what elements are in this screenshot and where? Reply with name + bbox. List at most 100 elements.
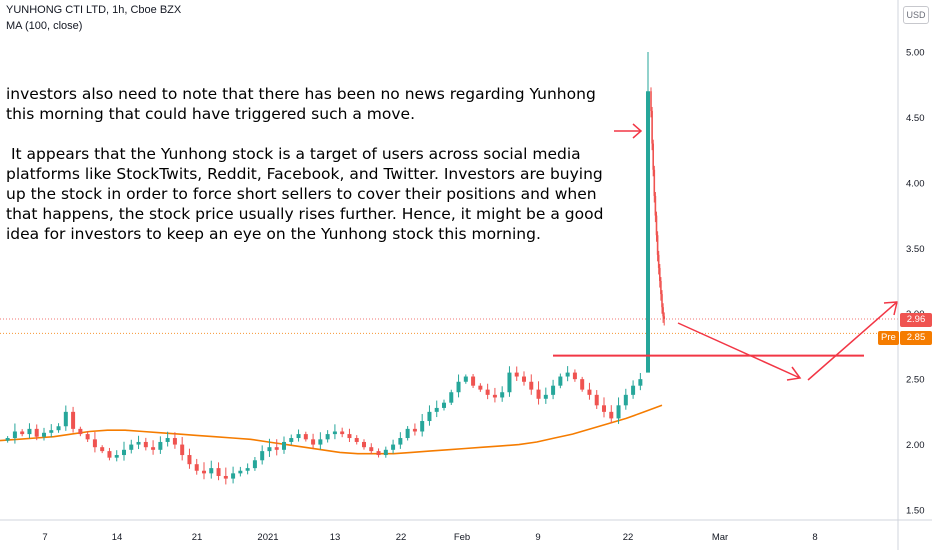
candle-body [398, 438, 403, 445]
y-tick-label: 4.00 [906, 178, 925, 189]
candle-body [659, 267, 661, 281]
candle-body [231, 473, 236, 479]
y-tick-label: 4.50 [906, 113, 925, 124]
x-tick-label: 8 [812, 532, 817, 543]
candle-body [274, 447, 279, 450]
candle-body [209, 468, 214, 474]
candle-body [485, 389, 490, 395]
currency-button[interactable]: USD [903, 6, 929, 24]
candle-body [463, 376, 468, 382]
candle-body [471, 376, 476, 386]
indicator-label[interactable]: MA (100, close) [6, 20, 83, 32]
candle-body [34, 428, 39, 437]
candle-body [78, 428, 83, 435]
candle-body [456, 381, 461, 393]
candle-body [405, 428, 410, 439]
projection-down-head [786, 366, 802, 381]
premarket-label-badge: Pre [878, 331, 899, 345]
candle-body [653, 169, 656, 196]
x-tick-label: 7 [42, 532, 47, 543]
candle-body [507, 372, 512, 393]
candle-body [172, 438, 177, 445]
y-tick-label: 2.50 [906, 375, 925, 386]
candle-body [296, 434, 301, 439]
candle-body [289, 438, 294, 442]
projection-up-head [883, 301, 898, 316]
projection-up-line [807, 301, 898, 381]
candle-body [260, 451, 265, 461]
candle-body [12, 431, 17, 439]
candle-body [238, 470, 243, 474]
candle-body [449, 392, 454, 403]
premarket-price-badge: 2.85 [900, 331, 932, 345]
candle-body [652, 143, 654, 170]
x-tick-label: 9 [535, 532, 540, 543]
candle-body [651, 110, 653, 144]
candle-body [522, 376, 526, 382]
candle-body [602, 405, 606, 412]
candle-body [657, 254, 660, 268]
candle-body [252, 460, 257, 469]
candle-body [143, 441, 148, 448]
spike-arrow-head [632, 123, 643, 139]
candle-body [100, 447, 105, 452]
candle-body [492, 394, 497, 398]
candle-body [500, 392, 505, 398]
note-paragraph-2: It appears that the Yunhong stock is a t… [6, 145, 609, 243]
candle-body [442, 402, 446, 408]
moving-average-line [0, 404, 663, 455]
candle-body [267, 447, 272, 452]
candle-body [332, 431, 337, 435]
candle-body [318, 439, 323, 445]
candle-body [638, 379, 643, 386]
candle-body [194, 464, 199, 471]
symbol-title: YUNHONG CTI LTD, 1h, Cboe BZX [6, 4, 182, 16]
candle-body [580, 379, 585, 390]
candle-body [362, 441, 366, 448]
candle-body [340, 431, 345, 435]
candle-body [662, 307, 664, 317]
y-tick-label: 1.50 [906, 506, 925, 517]
y-tick-label: 3.50 [906, 244, 925, 255]
candle-body [158, 441, 163, 450]
candle-body [129, 444, 134, 450]
candle-body [85, 434, 90, 440]
x-tick-label: 22 [623, 532, 634, 543]
x-tick-label: 13 [330, 532, 341, 543]
candle-body [63, 411, 68, 427]
candle-body [376, 451, 381, 456]
candle-body [551, 385, 556, 395]
candle-body [5, 438, 10, 441]
candle-body [587, 389, 592, 395]
candle-body [136, 441, 141, 445]
projection-down-line [677, 322, 801, 379]
x-tick-label: Mar [712, 532, 728, 543]
chart-grid [0, 318, 898, 334]
y-tick-label: 5.00 [906, 48, 925, 59]
candle-body [49, 430, 54, 433]
candle-body [245, 468, 250, 471]
candle-body [180, 444, 185, 456]
candle-body [354, 438, 359, 442]
candle-body [529, 381, 534, 390]
candle-body [478, 385, 483, 390]
candle-body [107, 451, 112, 458]
candle-body [420, 421, 425, 432]
candle-body [434, 407, 439, 412]
candle-body [165, 438, 170, 442]
candle-body [631, 385, 636, 395]
note-paragraph-1: investors also need to note that there h… [6, 85, 601, 123]
candle-body [114, 455, 119, 458]
candle-body [623, 394, 628, 406]
candle-body [656, 235, 659, 255]
x-tick-label: 2021 [257, 532, 278, 543]
candle-body [565, 372, 570, 377]
candle-body [572, 372, 577, 380]
candle-body [654, 195, 657, 216]
candle-body [216, 468, 221, 476]
candle-body [311, 439, 316, 445]
candle-body [187, 455, 192, 465]
candle-body [383, 449, 388, 456]
